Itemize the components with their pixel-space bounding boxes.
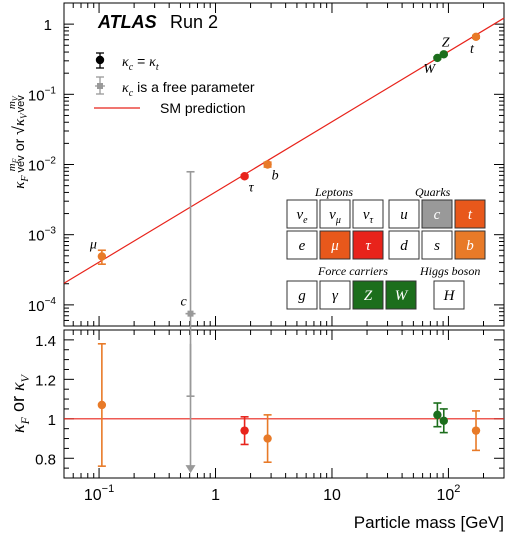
data-point-t: t: [470, 32, 481, 57]
particle-table: Leptons Quarks Force carriers Higgs boson νe…: [286, 185, 486, 310]
data-point-μ: μ: [89, 237, 107, 265]
svg-text:u: u: [400, 207, 408, 223]
force-carriers-title: Force carriers: [317, 264, 388, 278]
svg-text:b: b: [466, 238, 474, 254]
point-label-b: b: [272, 169, 279, 184]
quarks-title: Quarks: [415, 185, 451, 199]
legend-entry-kc-free: κc is a free parameter: [122, 79, 255, 99]
svg-text:γ: γ: [332, 288, 339, 304]
quark-box: c: [421, 199, 453, 229]
data-point-τ: τ: [240, 172, 255, 195]
svg-text:d: d: [400, 238, 408, 254]
legend-entry-sm: SM prediction: [160, 100, 246, 116]
ratio-data-points: [97, 343, 481, 474]
lepton-box: ντ: [352, 199, 384, 229]
top-axis-ticks: 10−4 10−3 10−2 10−1 1: [28, 2, 505, 327]
x-tick-label: 10: [323, 487, 341, 504]
sm-prediction-line: [63, 17, 505, 284]
data-point-Z: Z: [439, 35, 450, 59]
quark-box: b: [454, 230, 486, 260]
svg-text:ντ: ντ: [363, 207, 374, 226]
svg-text:νe: νe: [296, 207, 308, 226]
y-tick-label: 10−1: [28, 85, 57, 104]
point-label-t: t: [470, 42, 475, 57]
svg-text:t: t: [468, 207, 473, 223]
y-tick-label: 10−4: [28, 296, 57, 315]
point-label-Z: Z: [442, 35, 450, 50]
ratio-point-b: [263, 414, 272, 464]
y-tick-label: 10−3: [28, 226, 57, 245]
force-carrier-box: Z: [352, 280, 384, 310]
lepton-box: νμ: [319, 199, 351, 229]
quark-box: d: [388, 230, 420, 260]
svg-text:τ: τ: [365, 238, 371, 254]
lepton-box: τ: [352, 230, 384, 260]
quark-box: u: [388, 199, 420, 229]
quark-box: t: [454, 199, 486, 229]
point-label-W: W: [423, 62, 436, 77]
y-tick-label: 10−2: [28, 156, 57, 175]
y-tick-label: 1: [44, 17, 52, 34]
force-carrier-box: g: [286, 280, 318, 310]
svg-text:νμ: νμ: [329, 207, 341, 226]
y-axis-label-top: κF mFvev or √κV mVvev: [6, 95, 31, 189]
y-tick-label: 1.4: [35, 333, 56, 350]
ratio-point-τ: [240, 416, 249, 446]
bottom-plot-frame: [63, 329, 505, 479]
leptons-title: Leptons: [314, 185, 353, 199]
y-tick-label: 1.2: [35, 372, 56, 389]
legend-entry-kc-kt: κc = κt: [122, 53, 159, 73]
svg-text:H: H: [443, 288, 456, 304]
higgs-title: Higgs boson: [419, 264, 480, 278]
ratio-point-μ: [97, 343, 107, 467]
x-axis-label: Particle mass [GeV]: [354, 513, 504, 532]
y-axis-label-bottom: κF or κV: [8, 373, 32, 433]
legend: κc = κt κc is a free parameter SM predic…: [94, 52, 255, 116]
x-tick-label: 1: [211, 487, 220, 504]
svg-text:κF mFvev or √κV: κF mFvev or √κV mVvev: [6, 95, 31, 189]
data-point-W: W: [423, 53, 442, 77]
y-tick-label: 1: [48, 412, 56, 429]
ratio-point-Z: [439, 408, 448, 434]
ratio-point-W: [433, 402, 442, 428]
svg-text:μ: μ: [330, 238, 339, 254]
svg-text:c: c: [434, 207, 441, 223]
force-carrier-box: γ: [319, 280, 351, 310]
atlas-label: ATLAS: [97, 12, 157, 32]
lepton-box: e: [286, 230, 318, 260]
quark-box: s: [421, 230, 453, 260]
point-label-μ: μ: [89, 237, 97, 252]
svg-text:W: W: [395, 288, 409, 304]
point-label-c: c: [181, 295, 188, 310]
point-label-τ: τ: [249, 180, 255, 195]
higgs-box: H: [433, 280, 465, 310]
data-point-b: b: [263, 160, 279, 184]
svg-text:s: s: [434, 238, 440, 254]
svg-text:g: g: [298, 288, 306, 304]
ratio-point-t: [471, 410, 481, 452]
run-label: Run 2: [170, 12, 218, 32]
y-tick-label: 0.8: [35, 451, 56, 468]
x-tick-label: 102: [436, 483, 460, 504]
svg-text:κF or κV: κF or κV: [8, 373, 32, 433]
force-carrier-box: W: [385, 280, 417, 310]
svg-text:e: e: [299, 238, 306, 254]
lepton-box: νe: [286, 199, 318, 229]
x-tick-label: 10−1: [84, 483, 114, 504]
lepton-box: μ: [319, 230, 351, 260]
svg-text:Z: Z: [364, 288, 373, 304]
ratio-point-c: [185, 343, 196, 474]
